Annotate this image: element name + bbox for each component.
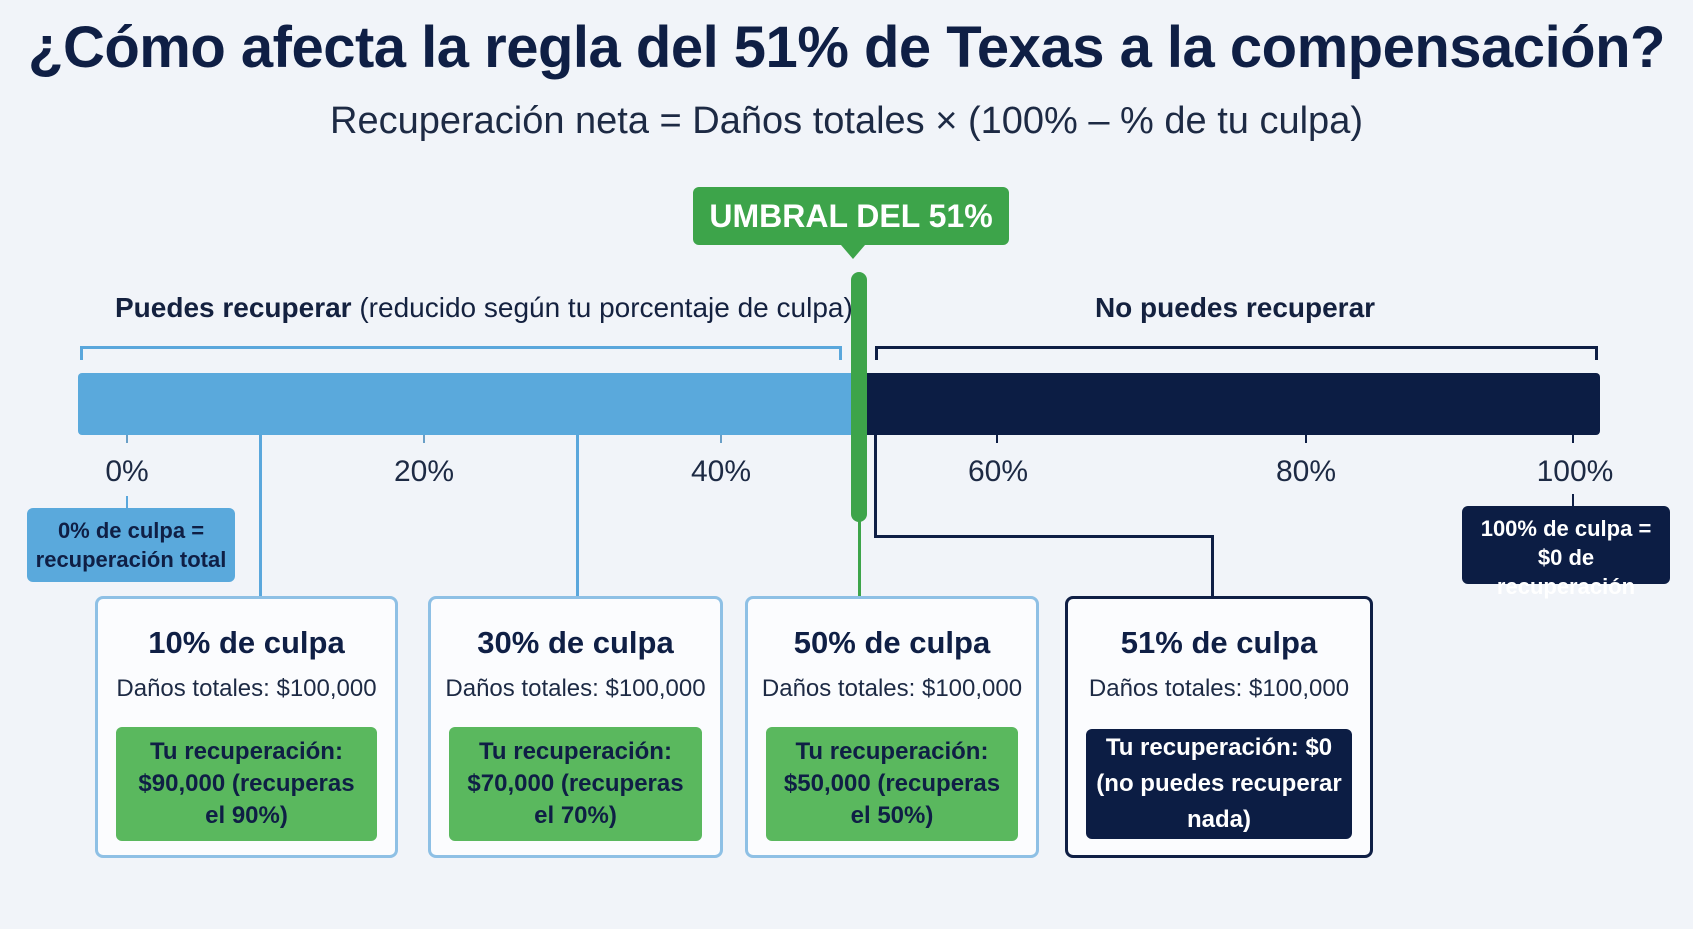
tick-20	[423, 435, 425, 443]
card-30-percent: 30% de culpa Daños totales: $100,000 Tu …	[428, 596, 723, 858]
page-title: ¿Cómo afecta la regla del 51% de Texas a…	[28, 15, 1665, 80]
callout-full-recovery: 0% de culpa = recuperación total	[27, 508, 235, 582]
no-recover-bracket	[875, 346, 1598, 360]
callout-zero-recovery: 100% de culpa = $0 de recuperación	[1462, 506, 1670, 599]
card-result: Tu recuperación: $90,000 (recuperas el 9…	[116, 727, 377, 841]
card-title: 30% de culpa	[477, 625, 674, 660]
connector-51-down	[874, 435, 877, 537]
card-result: Tu recuperación: $70,000 (recuperas el 7…	[449, 727, 702, 841]
recover-bracket	[80, 346, 842, 360]
tick-label-20: 20%	[393, 455, 455, 488]
connector-51-across	[874, 535, 1214, 538]
tick-label-0: 0%	[105, 455, 149, 488]
no-recover-zone-label: No puedes recuperar	[1094, 292, 1376, 323]
card-title: 51% de culpa	[1120, 625, 1318, 660]
tick-0	[126, 435, 128, 443]
formula: Recuperación neta = Daños totales × (100…	[330, 100, 1363, 142]
tick-label-60: 60%	[967, 455, 1029, 488]
card-10-percent: 10% de culpa Daños totales: $100,000 Tu …	[95, 596, 398, 858]
tick-label-80: 80%	[1275, 455, 1337, 488]
threshold-marker	[851, 272, 867, 522]
card-title: 50% de culpa	[793, 625, 991, 660]
card-damages: Daños totales: $100,000	[1088, 675, 1350, 702]
connector-10	[259, 435, 262, 596]
card-title: 10% de culpa	[148, 625, 345, 660]
no-recover-bar	[866, 373, 1600, 435]
card-result: Tu recuperación: $50,000 (recuperas el 5…	[766, 727, 1018, 841]
connector-100	[1572, 494, 1574, 506]
tick-60	[996, 435, 998, 443]
tick-40	[720, 435, 722, 443]
recover-bar	[78, 373, 866, 435]
card-damages: Daños totales: $100,000	[761, 675, 1023, 702]
connector-51-drop	[1211, 535, 1214, 596]
threshold-marker-stem	[858, 520, 861, 596]
tick-80	[1305, 435, 1307, 443]
card-damages: Daños totales: $100,000	[116, 675, 377, 702]
card-result: Tu recuperación: $0 (no puedes recuperar…	[1086, 729, 1352, 839]
threshold-tag: UMBRAL DEL 51%	[693, 187, 1009, 259]
tick-label-40: 40%	[690, 455, 752, 488]
recover-zone-note: (reducido según tu porcentaje de culpa)	[351, 292, 853, 323]
card-51-percent: 51% de culpa Daños totales: $100,000 Tu …	[1065, 596, 1373, 858]
connector-0	[126, 496, 128, 508]
tick-label-100: 100%	[1536, 455, 1614, 488]
card-50-percent: 50% de culpa Daños totales: $100,000 Tu …	[745, 596, 1039, 858]
card-damages: Daños totales: $100,000	[445, 675, 706, 702]
tick-100	[1572, 435, 1574, 443]
recover-zone-label: Puedes recuperar (reducido según tu porc…	[115, 292, 853, 324]
connector-30	[576, 435, 579, 596]
recover-zone-bold: Puedes recuperar	[115, 292, 352, 323]
